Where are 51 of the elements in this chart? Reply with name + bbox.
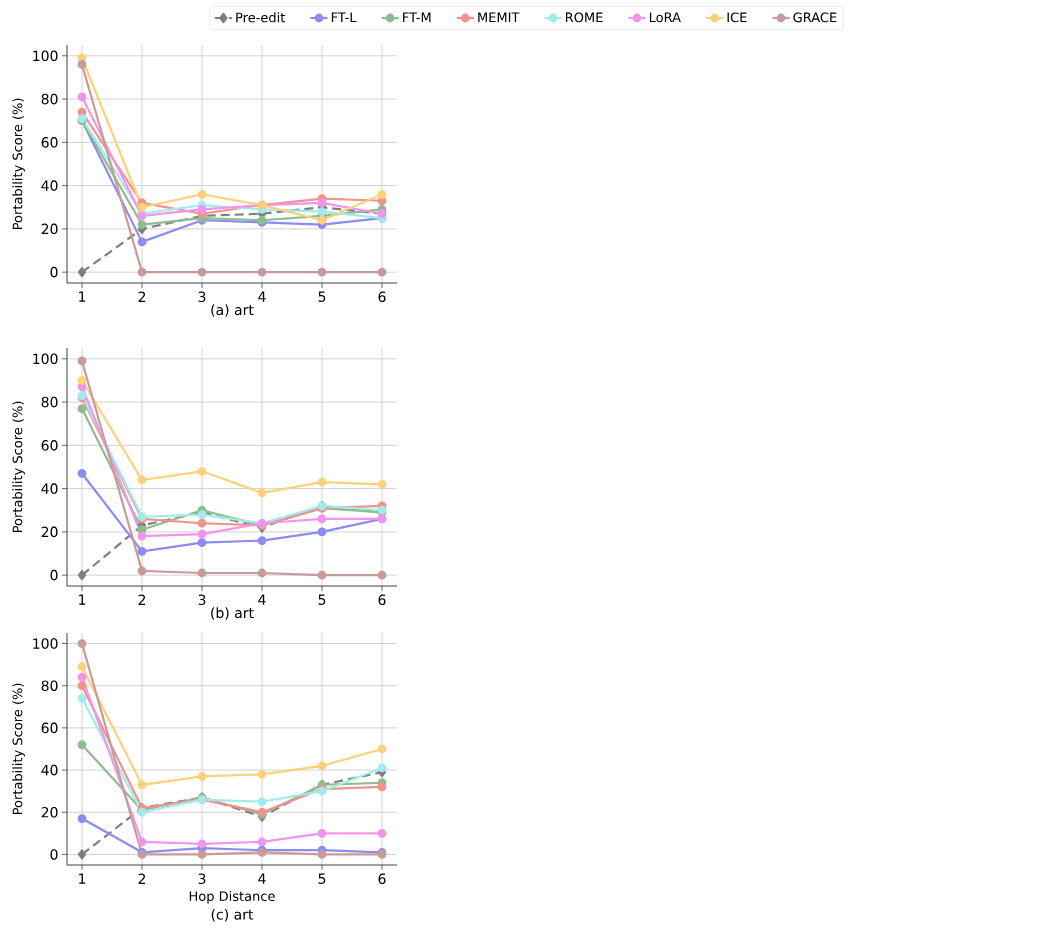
x-tick-label: 3: [198, 291, 206, 303]
legend-label: LoRA: [649, 12, 681, 23]
y-tick-label: 100: [33, 50, 58, 62]
x-tick-label: 2: [138, 291, 146, 302]
x-tick-label: 4: [258, 291, 266, 302]
y-tick-label: 0: [50, 569, 58, 581]
text: (c) art: [211, 908, 254, 922]
x-tick-label: 5: [318, 291, 326, 302]
x-tick-label: 6: [378, 594, 386, 606]
x-tick-label: 1: [79, 291, 86, 302]
legend-label: ROME: [565, 12, 603, 23]
y-tick-label: 40: [41, 764, 58, 776]
x-tick-label: 6: [378, 291, 386, 303]
y-tick-label: 80: [41, 93, 58, 105]
text: (b) art: [211, 607, 254, 620]
x-tick-label: 4: [258, 873, 266, 884]
y-tick-label: 20: [41, 526, 58, 538]
legend-label: MEMIT: [478, 12, 520, 22]
x-tick-label: 3: [198, 873, 206, 885]
y-tick-label: 100: [33, 638, 58, 649]
y-tick-label: 60: [41, 137, 58, 148]
y-axis-title: Portability Score (%): [12, 683, 25, 815]
legend-label: FT-L: [331, 12, 357, 22]
legend-label: ICE: [727, 12, 747, 23]
x-tick-label: 3: [198, 594, 206, 606]
y-tick-label: 0: [50, 266, 58, 278]
y-tick-label: 60: [41, 722, 58, 734]
legend-label: Pre-edit: [236, 12, 286, 23]
y-tick-label: 80: [41, 680, 58, 692]
y-tick-label: 100: [33, 353, 58, 365]
x-tick-label: 1: [79, 873, 86, 884]
x-tick-label: 6: [378, 873, 386, 885]
x-tick-label: 5: [318, 594, 326, 605]
x-tick-label: 2: [138, 873, 146, 884]
y-tick-label: 20: [41, 806, 58, 818]
x-tick-label: 4: [258, 594, 266, 605]
y-tick-label: 0: [50, 849, 58, 860]
x-tick-label: 5: [318, 873, 326, 884]
x-tick-label: 2: [138, 594, 146, 605]
legend-label: GRACE: [793, 12, 837, 23]
y-tick-label: 40: [41, 483, 58, 494]
y-tick-label: 40: [41, 180, 58, 191]
text: (a) art: [211, 304, 254, 317]
x-tick-label: 1: [79, 594, 86, 605]
y-axis-title: Portability Score (%): [12, 98, 25, 230]
y-axis-title: Portability Score (%): [12, 401, 25, 533]
y-tick-label: 60: [41, 440, 58, 451]
y-tick-label: 20: [41, 223, 58, 235]
legend-label: FT-M: [403, 12, 431, 22]
y-tick-label: 80: [41, 396, 58, 408]
x-axis-title: Hop Distance: [189, 890, 275, 904]
